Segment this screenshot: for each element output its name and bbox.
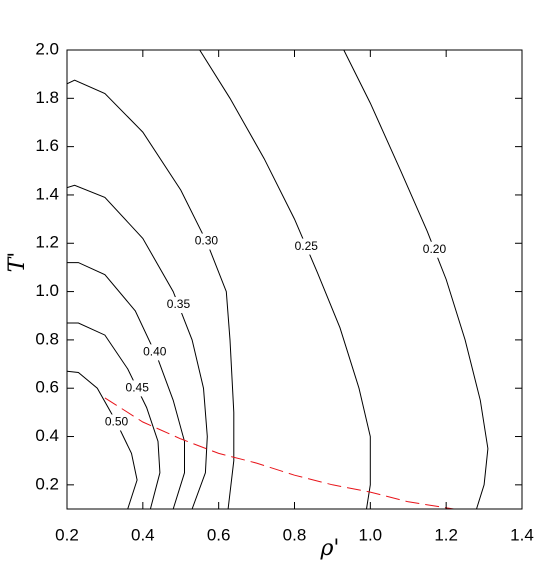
y-tick-label: 1.2: [35, 233, 59, 252]
contour-label: 0.30: [195, 234, 219, 248]
x-tick-label: 0.8: [283, 525, 307, 544]
contour-label: 0.45: [126, 381, 150, 395]
contour-label: 0.20: [423, 242, 447, 256]
y-tick-label: 2.0: [35, 39, 59, 58]
y-tick-label: 1.6: [35, 136, 59, 155]
y-tick-label: 1.0: [35, 281, 59, 300]
contour-label: 0.35: [167, 297, 191, 311]
contour-label-bg: [192, 233, 221, 250]
dashed-line: [104, 397, 454, 509]
y-tick-label: 0.4: [35, 426, 59, 445]
contour-label-bg: [102, 414, 131, 431]
y-tick-label: 0.6: [35, 378, 59, 397]
y-tick-label: 0.8: [35, 329, 59, 348]
contour-label: 0.40: [143, 345, 167, 359]
y-axis-label: T': [5, 252, 30, 273]
contour-label: 0.25: [295, 239, 319, 253]
contour-line: [67, 79, 235, 509]
x-tick-label: 1.4: [510, 525, 534, 544]
contour-label: 0.50: [105, 415, 129, 429]
contour-label-bg: [292, 238, 321, 255]
x-tick-label: 0.2: [55, 525, 79, 544]
y-tick-label: 1.8: [35, 88, 59, 107]
x-tick-label: 1.0: [359, 525, 383, 544]
contour-line: [343, 50, 489, 509]
contour-label-bg: [420, 241, 449, 258]
y-tick-label: 1.4: [35, 184, 59, 203]
y-tick-label: 0.2: [35, 474, 59, 493]
contour-label-bg: [140, 344, 169, 361]
contour-line: [199, 50, 371, 509]
x-tick-label: 0.6: [207, 525, 231, 544]
plot-frame: [66, 49, 523, 510]
contour-label-bg: [123, 380, 152, 397]
x-axis-label: ρ': [320, 536, 340, 561]
contour-label-bg: [164, 297, 193, 314]
x-tick-label: 1.2: [434, 525, 458, 544]
x-tick-label: 0.4: [131, 525, 155, 544]
contour-line: [67, 184, 208, 509]
